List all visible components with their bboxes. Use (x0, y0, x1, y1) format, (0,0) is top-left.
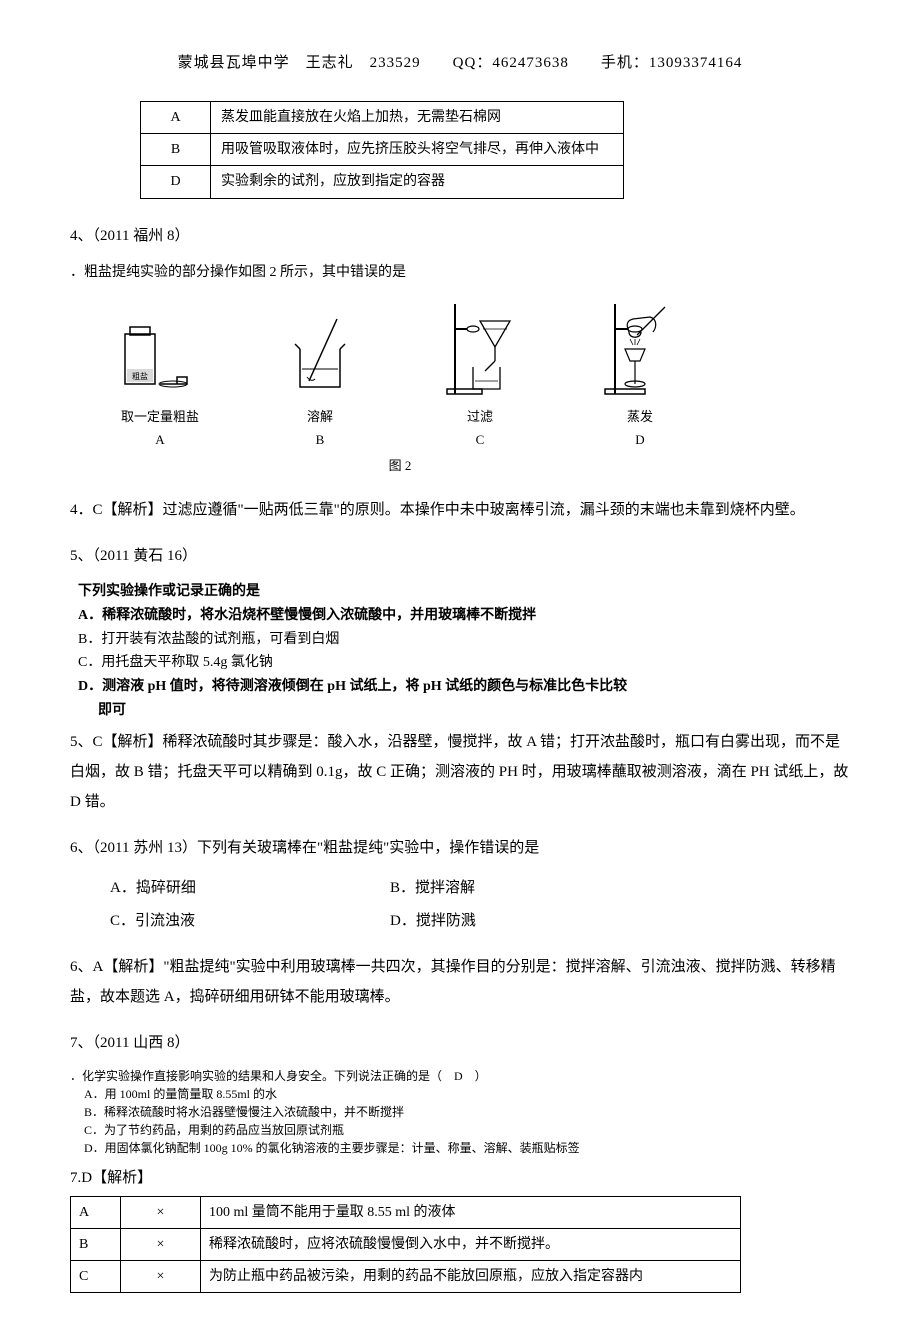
cell-text: 稀释浓硫酸时，应将浓硫酸慢慢倒入水中，并不断搅拌。 (201, 1228, 741, 1260)
diagram-a-icon: 粗盐 (110, 299, 210, 399)
cell-letter: C (71, 1261, 121, 1293)
table-row: C × 为防止瓶中药品被污染，用剩的药品不能放回原瓶，应放入指定容器内 (71, 1261, 741, 1293)
diagram-b-letter: B (316, 428, 325, 451)
cell-letter: B (141, 134, 211, 166)
q7-opt-d: D．用固体氯化钠配制 100g 10% 的氯化钠溶液的主要步骤是：计量、称量、溶… (84, 1139, 850, 1157)
q4-answer: 4．C【解析】过滤应遵循"一贴两低三靠"的原则。本操作中未中玻离棒引流，漏斗颈的… (70, 495, 850, 525)
q6-number: 6、（2011 苏州 13）下列有关玻璃棒在"粗盐提纯"实验中，操作错误的是 (70, 835, 850, 862)
page-header: 蒙城县瓦埠中学 王志礼 233529 QQ：462473638 手机：13093… (70, 50, 850, 77)
diagram-b-icon (270, 299, 370, 399)
diagram-d-label: 蒸发 (627, 405, 653, 428)
q5-stem: 下列实验操作或记录正确的是 (78, 580, 850, 604)
diagram-a-label: 取一定量粗盐 (121, 405, 199, 428)
diagram-d: 蒸发 D (580, 299, 700, 452)
diagram-a-letter: A (155, 428, 164, 451)
diagram-c-icon (430, 299, 530, 399)
diagram-c: 过滤 C (420, 299, 540, 452)
diagram-c-label: 过滤 (467, 405, 493, 428)
q5-opt-d-cont: 即可 (98, 699, 850, 723)
cell-text: 为防止瓶中药品被污染，用剩的药品不能放回原瓶，应放入指定容器内 (201, 1261, 741, 1293)
q7-answer-head: 7.D【解析】 (70, 1165, 850, 1192)
table-row: D 实验剩余的试剂，应放到指定的容器 (141, 166, 624, 198)
diagram-b: 溶解 B (260, 299, 380, 452)
q6-options: A．捣碎研细 B．搅拌溶解 C．引流浊液 D．搅拌防溅 (110, 872, 850, 938)
q5-number: 5、（2011 黄石 16） (70, 543, 850, 570)
q4-stem: ．粗盐提纯实验的部分操作如图 2 所示，其中错误的是 (70, 260, 850, 285)
diagram-b-label: 溶解 (307, 405, 333, 428)
cell-letter: D (141, 166, 211, 198)
cell-letter: A (71, 1196, 121, 1228)
q6-answer: 6、A【解析】"粗盐提纯"实验中利用玻璃棒一共四次，其操作目的分别是：搅拌溶解、… (70, 952, 850, 1012)
q5-opt-a: A．稀释浓硫酸时，将水沿烧杯壁慢慢倒入浓硫酸中，并用玻璃棒不断搅拌 (78, 604, 850, 628)
q7-table: A × 100 ml 量筒不能用于量取 8.55 ml 的液体 B × 稀释浓硫… (70, 1196, 741, 1294)
q4-number: 4、（2011 福州 8） (70, 223, 850, 250)
table-choices-1: A 蒸发皿能直接放在火焰上加热，无需垫石棉网 B 用吸管吸取液体时，应先挤压胶头… (140, 101, 624, 199)
q6-opt-d: D．搅拌防溅 (390, 905, 476, 938)
cell-mark: × (121, 1228, 201, 1260)
table-row: B × 稀释浓硫酸时，应将浓硫酸慢慢倒入水中，并不断搅拌。 (71, 1228, 741, 1260)
cell-text: 实验剩余的试剂，应放到指定的容器 (211, 166, 624, 198)
diagram-d-letter: D (635, 428, 644, 451)
q6-opt-c: C．引流浊液 (110, 905, 390, 938)
table-row: A × 100 ml 量筒不能用于量取 8.55 ml 的液体 (71, 1196, 741, 1228)
cell-mark: × (121, 1196, 201, 1228)
cell-text: 用吸管吸取液体时，应先挤压胶头将空气排尽，再伸入液体中 (211, 134, 624, 166)
svg-text:粗盐: 粗盐 (132, 371, 148, 381)
cell-text: 100 ml 量筒不能用于量取 8.55 ml 的液体 (201, 1196, 741, 1228)
table-row: B 用吸管吸取液体时，应先挤压胶头将空气排尽，再伸入液体中 (141, 134, 624, 166)
cell-letter: A (141, 102, 211, 134)
q4-diagrams: 粗盐 取一定量粗盐 A 溶解 B (100, 299, 700, 452)
diagram-d-icon (590, 299, 690, 399)
q7-opt-b: B．稀释浓硫酸时将水沿器壁慢慢注入浓硫酸中，并不断搅拌 (84, 1103, 850, 1121)
q6-opt-b: B．搅拌溶解 (390, 872, 475, 905)
diagram-a: 粗盐 取一定量粗盐 A (100, 299, 220, 452)
q7-stem: ．化学实验操作直接影响实验的结果和人身安全。下列说法正确的是（ D ） (70, 1067, 850, 1085)
q7-opt-c: C．为了节约药品，用剩的药品应当放回原试剂瓶 (84, 1121, 850, 1139)
q7-opt-a: A．用 100ml 的量筒量取 8.55ml 的水 (84, 1085, 850, 1103)
cell-text: 蒸发皿能直接放在火焰上加热，无需垫石棉网 (211, 102, 624, 134)
q5-opt-d: D．测溶液 pH 值时，将待测溶液倾倒在 pH 试纸上，将 pH 试纸的颜色与标… (78, 675, 850, 699)
q4-caption: 图 2 (100, 454, 700, 477)
q5-answer: 5、C【解析】稀释浓硫酸时其步骤是：酸入水，沿器壁，慢搅拌，故 A 错；打开浓盐… (70, 727, 850, 817)
q6-opt-a: A．捣碎研细 (110, 872, 390, 905)
table-row: A 蒸发皿能直接放在火焰上加热，无需垫石棉网 (141, 102, 624, 134)
cell-letter: B (71, 1228, 121, 1260)
diagram-c-letter: C (476, 428, 485, 451)
cell-mark: × (121, 1261, 201, 1293)
q5-opt-c: C．用托盘天平称取 5.4g 氯化钠 (78, 651, 850, 675)
q5-opt-b: B．打开装有浓盐酸的试剂瓶，可看到白烟 (78, 628, 850, 652)
q7-number: 7、（2011 山西 8） (70, 1030, 850, 1057)
